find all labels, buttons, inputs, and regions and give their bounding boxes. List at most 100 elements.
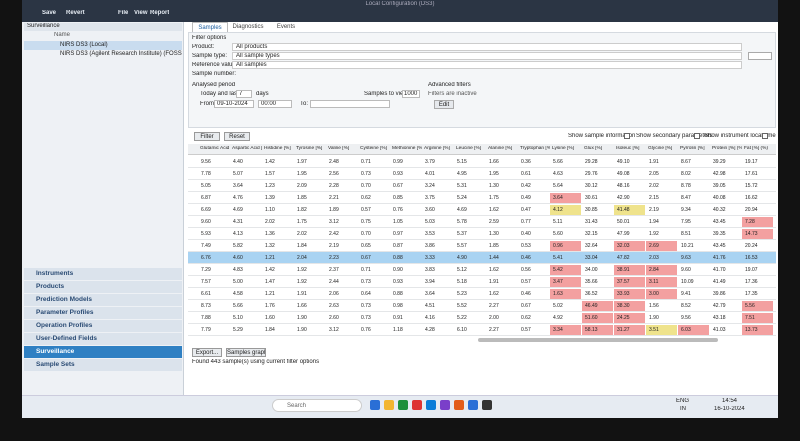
- table-cell: 29.28: [585, 159, 598, 165]
- checkbox-label: Show sample information: [568, 133, 636, 139]
- taskbar-icon[interactable]: [440, 400, 450, 410]
- column-header[interactable]: Cysteine [%]: [360, 146, 387, 151]
- tree-item[interactable]: NIRS DS3 (Local): [24, 41, 182, 50]
- table-cell: 1.97: [297, 159, 307, 165]
- column-header[interactable]: Lysine [%]: [552, 146, 574, 151]
- taskbar-icon[interactable]: [482, 400, 492, 410]
- date-input[interactable]: 09-10-2024: [214, 100, 254, 108]
- taskbar-icon[interactable]: [412, 400, 422, 410]
- nav-item[interactable]: Prediction Models: [24, 294, 182, 306]
- table-cell: 6.87: [201, 195, 211, 201]
- days-input[interactable]: 7: [236, 90, 252, 98]
- taskbar-icon[interactable]: [426, 400, 436, 410]
- tab[interactable]: Samples: [192, 22, 228, 32]
- toolbar-item[interactable]: View: [134, 10, 148, 16]
- radio-label[interactable]: Today and last: [200, 91, 239, 97]
- column-header[interactable]: Valine [%]: [328, 146, 350, 151]
- column-header[interactable]: Glycine [%]: [648, 146, 673, 151]
- table-cell: 4.13: [233, 231, 243, 237]
- button[interactable]: Reset: [224, 132, 250, 141]
- table-cell: 5.00: [233, 279, 243, 285]
- column-header[interactable]: Protein [%] (%): [712, 146, 742, 151]
- nav-item[interactable]: Instruments: [24, 268, 182, 280]
- samples-input[interactable]: 1000: [402, 90, 420, 98]
- table-cell: 1.60: [265, 315, 275, 321]
- toolbar-item[interactable]: Revert: [66, 10, 85, 16]
- button[interactable]: Export...: [192, 348, 222, 357]
- table-cell: 9.60: [201, 219, 211, 225]
- taskbar-icon[interactable]: [454, 400, 464, 410]
- radio-label[interactable]: From:: [200, 101, 216, 107]
- nav-item[interactable]: User-Defined Fields: [24, 333, 182, 345]
- search-box[interactable]: Search: [272, 399, 362, 412]
- table-cell: 0.93: [393, 171, 403, 177]
- checkbox[interactable]: [694, 133, 700, 139]
- column-header[interactable]: Tyrosine [%]: [296, 146, 323, 151]
- toolbar-item[interactable]: File: [118, 10, 129, 16]
- table-cell: 3.64: [550, 193, 581, 203]
- table-row[interactable]: [188, 156, 776, 168]
- taskbar-icon[interactable]: [398, 400, 408, 410]
- nav-item[interactable]: Products: [24, 281, 182, 293]
- column-header[interactable]: Aspartic Acid [%]: [232, 146, 262, 151]
- dropdown[interactable]: All sample types: [232, 52, 742, 60]
- table-cell: 30.61: [585, 195, 598, 201]
- table-row[interactable]: [188, 216, 776, 228]
- table-header: [188, 144, 776, 155]
- table-row[interactable]: [188, 168, 776, 180]
- tab[interactable]: Events: [276, 24, 296, 30]
- checkbox[interactable]: [624, 133, 630, 139]
- text-input[interactable]: [748, 52, 772, 60]
- table-cell: 0.77: [521, 219, 531, 225]
- table-cell: 39.05: [713, 183, 726, 189]
- button[interactable]: Samples graph...: [226, 348, 266, 357]
- nav-item[interactable]: Parameter Profiles: [24, 307, 182, 319]
- column-header[interactable]: Histidine [%]: [264, 146, 291, 151]
- taskbar-icon[interactable]: [384, 400, 394, 410]
- table-cell: 2.21: [329, 195, 339, 201]
- table-cell: 0.56: [521, 267, 531, 273]
- column-header[interactable]: Methionine [%]: [392, 146, 422, 151]
- column-header[interactable]: Arginine [%]: [424, 146, 450, 151]
- tab[interactable]: Diagnostics: [232, 24, 264, 30]
- nav-item[interactable]: Operation Profiles: [24, 320, 182, 332]
- column-header[interactable]: Isoleuc [%]: [616, 146, 640, 151]
- to-input[interactable]: [310, 100, 390, 108]
- table-cell: 0.90: [393, 267, 403, 273]
- table-row[interactable]: [188, 192, 776, 204]
- column-header[interactable]: Tryptophan [%]: [520, 146, 550, 151]
- table-cell: 1.94: [649, 219, 659, 225]
- table-row[interactable]: [188, 228, 776, 240]
- dropdown[interactable]: All samples: [232, 61, 742, 69]
- taskbar-icon[interactable]: [370, 400, 380, 410]
- scrollbar: [478, 338, 718, 342]
- column-header[interactable]: Pyrrolin [%]: [680, 146, 705, 151]
- tree-item[interactable]: NIRS DS3 (Agilent Research Institute) (F…: [60, 51, 182, 57]
- checkbox[interactable]: [762, 133, 768, 139]
- table-row[interactable]: [188, 180, 776, 192]
- table-cell: 58.13: [582, 325, 613, 335]
- table-cell: 1.10: [265, 207, 275, 213]
- table-cell: 1.91: [297, 291, 307, 297]
- column-header[interactable]: Fat [%] (%): [744, 146, 768, 151]
- table-row[interactable]: [188, 252, 776, 264]
- taskbar-icon[interactable]: [468, 400, 478, 410]
- toolbar-item[interactable]: Save: [42, 10, 57, 16]
- edit-button[interactable]: Edit: [434, 100, 454, 109]
- toolbar-item[interactable]: Report: [150, 10, 170, 16]
- table-cell: 0.62: [361, 195, 371, 201]
- advanced-title: Advanced filters: [428, 82, 471, 88]
- table-cell: 20.94: [745, 207, 758, 213]
- column-header[interactable]: Leucine [%]: [456, 146, 482, 151]
- table-cell: 4.76: [233, 195, 243, 201]
- nav-item[interactable]: Sample Sets: [24, 359, 182, 371]
- table-cell: 5.22: [457, 315, 467, 321]
- dropdown[interactable]: All products: [232, 43, 742, 51]
- column-header[interactable]: Alanine [%]: [488, 146, 513, 151]
- table-cell: 9.63: [681, 255, 691, 261]
- button[interactable]: Filter: [194, 132, 220, 141]
- column-header[interactable]: Glutamic Acid [%]: [200, 146, 230, 151]
- nav-item[interactable]: Surveillance: [24, 346, 182, 358]
- column-header[interactable]: Glux [%]: [584, 146, 603, 151]
- time-input[interactable]: 00:00: [258, 100, 292, 108]
